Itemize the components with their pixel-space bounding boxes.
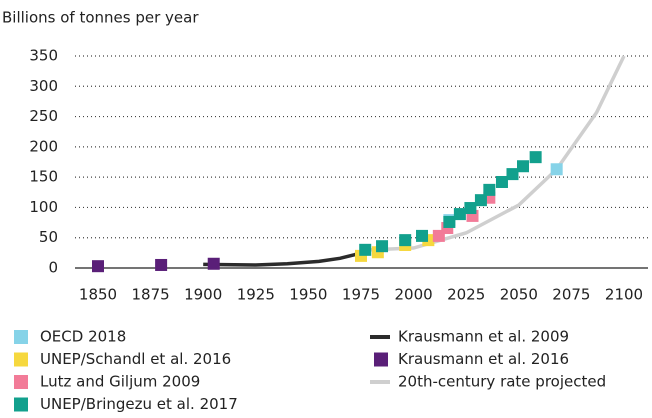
data-point: [550, 163, 563, 176]
data-point: [529, 151, 542, 164]
data-point: [495, 175, 508, 188]
data-point: [464, 202, 477, 215]
y-tick-label: 0: [48, 259, 58, 277]
legend-swatch: [14, 375, 28, 389]
y-tick-label: 150: [29, 168, 58, 186]
x-tick-label: 1950: [289, 286, 327, 304]
data-point: [399, 234, 412, 247]
y-tick-label: 350: [29, 47, 58, 65]
legend-label: Lutz and Giljum 2009: [40, 373, 200, 391]
legend-label: Krausmann et al. 2016: [398, 350, 569, 368]
series-line: [369, 55, 626, 252]
x-tick-label: 1975: [342, 286, 380, 304]
legend-label: UNEP/Bringezu et al. 2017: [40, 395, 238, 413]
data-point: [92, 260, 104, 273]
y-tick-label: 50: [39, 228, 58, 246]
y-tick-label: 300: [29, 77, 58, 95]
y-tick-label: 200: [29, 137, 58, 155]
data-point: [376, 240, 389, 253]
y-tick-label: 250: [29, 107, 58, 125]
x-tick-label: 2100: [605, 286, 643, 304]
x-tick-label: 2025: [447, 286, 485, 304]
data-point: [416, 229, 429, 242]
data-point: [506, 168, 519, 181]
x-tick-label: 2075: [552, 286, 590, 304]
data-point: [474, 194, 487, 207]
y-tick-label: 100: [29, 198, 58, 216]
x-tick-label: 2000: [395, 286, 433, 304]
data-point: [453, 208, 466, 221]
x-tick-label: 1875: [132, 286, 170, 304]
data-point: [443, 215, 456, 228]
legend-swatch: [14, 352, 28, 367]
data-point: [517, 160, 530, 173]
series-line: [203, 248, 370, 267]
x-tick-label: 1900: [184, 286, 222, 304]
y-axis-label: Billions of tonnes per year: [2, 9, 199, 27]
legend-label: UNEP/Schandl et al. 2016: [40, 350, 231, 368]
x-tick-label: 2050: [500, 286, 538, 304]
legend-swatch: [374, 352, 388, 367]
data-point: [155, 258, 168, 271]
legend-label: Krausmann et al. 2009: [398, 328, 569, 346]
data-point: [207, 257, 220, 270]
data-point: [359, 243, 372, 256]
legend-label: OECD 2018: [40, 328, 126, 346]
data-point: [483, 183, 496, 196]
x-tick-label: 1850: [79, 286, 117, 304]
legend-swatch: [14, 397, 28, 412]
legend-swatch: [14, 330, 28, 344]
legend-label: 20th-century rate projected: [398, 373, 606, 391]
x-tick-label: 1925: [237, 286, 275, 304]
